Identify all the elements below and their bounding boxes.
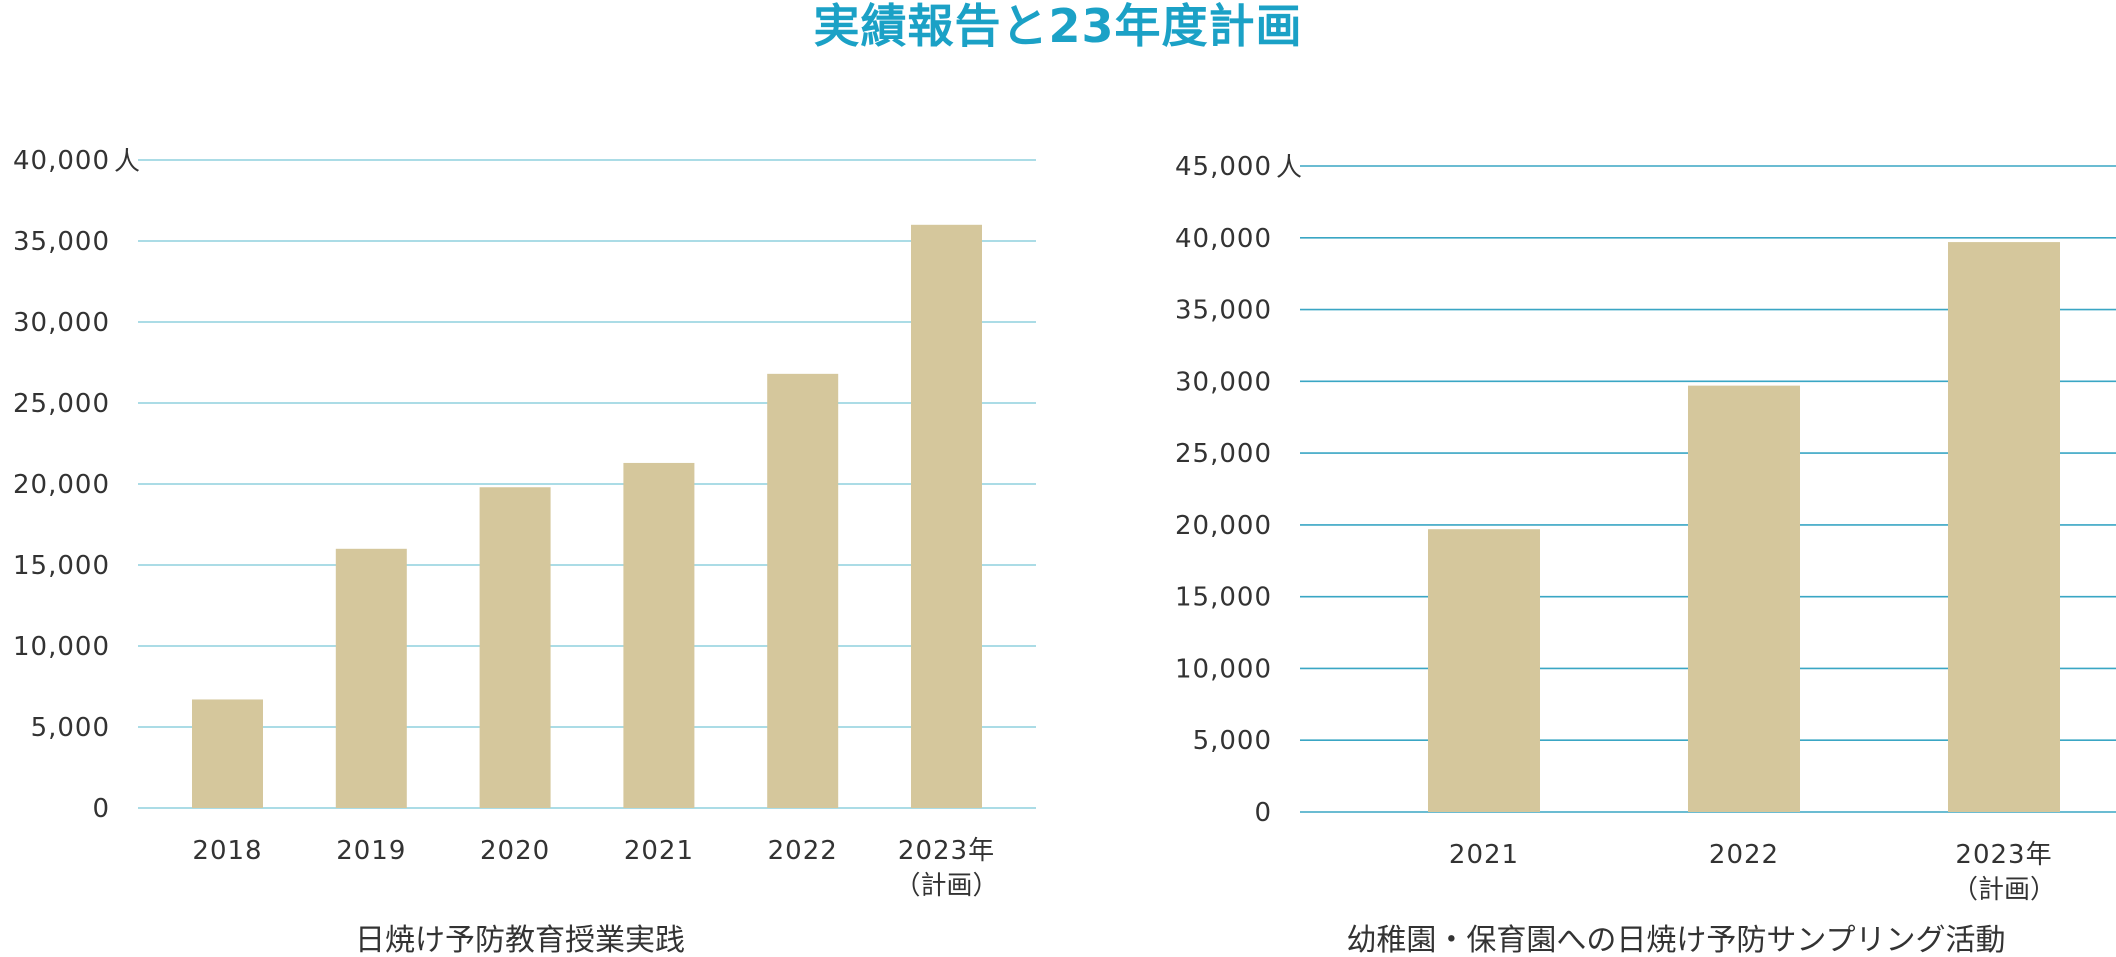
y-tick-label: 40,000: [13, 146, 110, 176]
y-tick-label: 25,000: [13, 389, 110, 419]
bar: [1948, 242, 2060, 812]
x-tick-label: 2022: [768, 836, 838, 866]
x-tick-label: 2022: [1709, 840, 1779, 870]
x-tick-label: 2018: [192, 836, 262, 866]
x-tick-label: 2023年: [1955, 840, 2052, 870]
bar: [911, 224, 982, 809]
bar: [335, 548, 407, 808]
y-tick-label: 10,000: [1175, 654, 1272, 684]
x-tick-label: 2019: [336, 836, 406, 866]
bar: [1428, 529, 1540, 812]
bar: [479, 487, 551, 808]
x-tick-label: 2021: [624, 836, 694, 866]
y-unit-label: 人: [114, 147, 140, 177]
x-tick-label: 2020: [480, 836, 550, 866]
y-tick-label: 40,000: [1175, 224, 1272, 254]
x-tick-label: 2021: [1449, 840, 1519, 870]
y-unit-label: 人: [1276, 153, 1302, 183]
y-tick-label: 15,000: [1175, 583, 1272, 613]
y-tick-label: 5,000: [31, 713, 110, 743]
y-tick-label: 25,000: [1175, 439, 1272, 469]
y-tick-label: 45,000: [1175, 152, 1272, 182]
chart-education-classes: 0 5,000 10,000 15,000 20,000 25,000 30,000 35,0…: [13, 146, 1036, 957]
y-tick-label: 0: [92, 794, 110, 824]
chart-title: 幼稚園・保育園への日焼け予防サンプリング活動: [1346, 923, 2005, 957]
y-tick-label: 0: [1254, 798, 1272, 828]
x-tick-sublabel: （計画）: [894, 871, 998, 901]
bar: [192, 699, 263, 808]
y-tick-label: 5,000: [1193, 726, 1272, 756]
page-title: 実績報告と23年度計画: [813, 0, 1303, 53]
y-tick-label: 15,000: [13, 551, 110, 581]
chart-nursery-sampling: 0 5,000 10,000 15,000 20,000 25,000 30,000 35,0…: [1175, 152, 2116, 957]
y-tick-label: 35,000: [13, 227, 110, 257]
y-tick-label: 30,000: [13, 308, 110, 338]
bar: [623, 462, 695, 808]
bar: [1688, 385, 1800, 812]
y-tick-label: 35,000: [1175, 296, 1272, 326]
bar: [767, 373, 839, 808]
y-tick-label: 10,000: [13, 632, 110, 662]
chart-title: 日焼け予防教育授業実践: [355, 923, 685, 957]
y-tick-label: 20,000: [1175, 511, 1272, 541]
y-tick-label: 30,000: [1175, 367, 1272, 397]
y-tick-label: 20,000: [13, 470, 110, 500]
x-tick-sublabel: （計画）: [1952, 875, 2056, 905]
x-tick-label: 2023年: [898, 836, 995, 866]
